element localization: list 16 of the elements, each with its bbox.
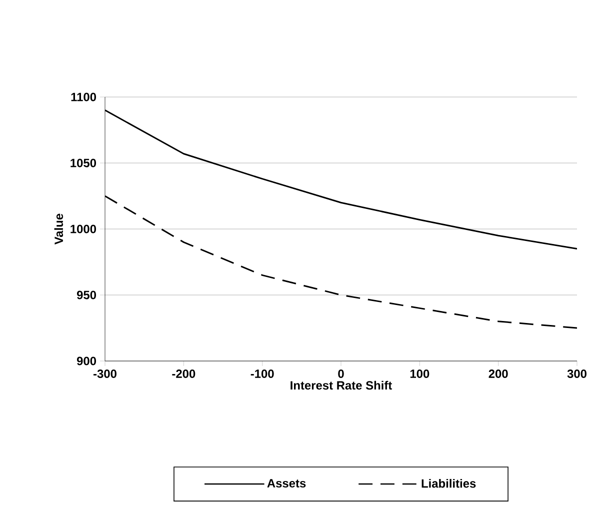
y-tick-label: 1050 [70, 158, 96, 168]
y-tick-label: 1100 [71, 92, 96, 102]
x-tick-label: -100 [250, 370, 274, 378]
x-tick-label: 100 [410, 370, 430, 378]
y-tick-label: 950 [76, 290, 96, 300]
x-tick-label: 200 [488, 370, 508, 378]
y-tick-label: 1000 [70, 224, 96, 234]
legend-label: Liabilities [422, 478, 476, 488]
x-axis-title: Interest Rate Shift [290, 380, 392, 390]
y-tick-label: 900 [76, 356, 96, 366]
y-axis-title: Value [54, 214, 64, 245]
x-tick-label: -300 [94, 370, 116, 378]
legend-label: Assets [267, 479, 306, 488]
x-tick-label: 300 [567, 370, 586, 378]
x-tick-label: 0 [338, 370, 344, 378]
x-tick-label: -200 [172, 370, 196, 378]
